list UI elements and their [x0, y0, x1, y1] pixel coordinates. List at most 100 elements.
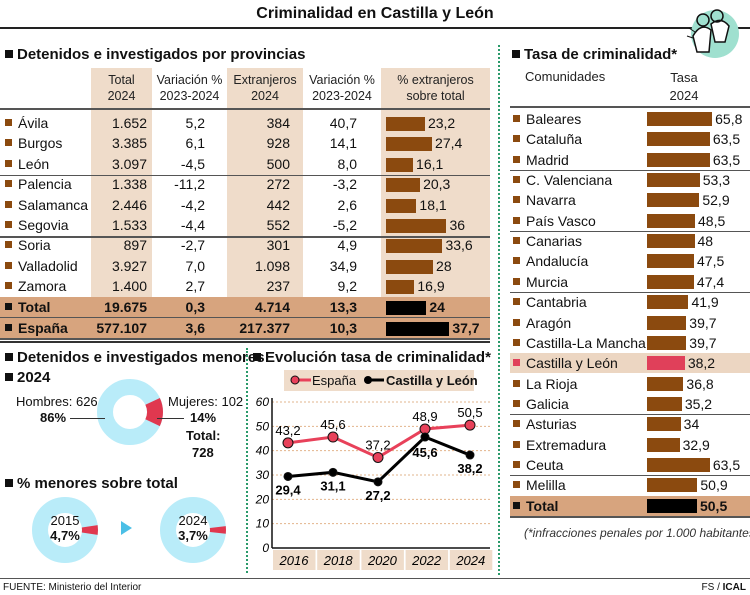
province-name: Zamora — [5, 278, 66, 294]
cell-var_total: 3,6 — [185, 320, 205, 336]
pct-label: 16,9 — [417, 278, 445, 295]
pct-bar — [386, 219, 447, 233]
y-tick-label: 40 — [256, 444, 270, 458]
share-pct: 4,7% — [50, 528, 80, 543]
footnote: (*infracciones penales por 1.000 habitan… — [524, 526, 750, 540]
community-name-text: Melilla — [526, 477, 566, 494]
share-donut — [160, 497, 226, 563]
community-name-text: Castilla y León — [526, 355, 618, 372]
cell-extr: 301 — [266, 237, 290, 254]
community-name: Castilla y León — [513, 355, 618, 371]
source: FUENTE: Ministerio del Interior — [3, 582, 142, 593]
x-tick-bg — [317, 550, 360, 570]
y-tick-label: 30 — [256, 468, 270, 482]
cell-total: 1.533 — [111, 217, 147, 233]
province-name: Ávila — [5, 115, 48, 131]
y-tick-label: 50 — [256, 419, 270, 433]
community-name-text: Murcia — [526, 273, 569, 290]
province-name: Palencia — [5, 176, 72, 192]
rate-label: 35,2 — [684, 395, 713, 412]
data-label: 31,1 — [320, 478, 345, 493]
community-name: C. Valenciana — [513, 172, 612, 188]
data-label: 50,5 — [457, 405, 482, 420]
x-tick-label: 2018 — [323, 553, 354, 568]
mujeres-pct: 14% — [190, 410, 217, 425]
group-line — [510, 474, 750, 477]
community-name-text: Asturias — [526, 416, 577, 433]
pct-bar — [386, 157, 414, 172]
rate-bar — [647, 478, 698, 493]
data-label: 45,6 — [320, 417, 345, 432]
bullet-square — [513, 176, 520, 184]
minors-gender-donut — [97, 379, 163, 445]
community-name: Ceuta — [513, 457, 563, 473]
bullet-square — [513, 298, 520, 306]
community-name: Melilla — [513, 477, 566, 493]
cell-total: 3.385 — [111, 135, 147, 152]
province-name-text: Segovia — [18, 217, 69, 233]
share-donut-segment — [160, 497, 226, 563]
chart-title: Evolución tasa de criminalidad* — [253, 349, 491, 366]
cell-total: 1.338 — [111, 176, 147, 193]
total-line — [0, 338, 490, 340]
bullet-square — [513, 338, 520, 346]
total-label: Total: — [186, 428, 221, 443]
mujeres-leader-line — [157, 418, 184, 419]
province-name: Total — [5, 299, 50, 315]
rate-bar — [647, 315, 687, 330]
section-divider — [498, 45, 500, 575]
communities-header-line — [510, 106, 750, 108]
community-name-text: Navarra — [526, 192, 576, 209]
cell-total: 1.652 — [111, 115, 147, 131]
group-line — [0, 174, 490, 177]
bullet-square — [5, 324, 12, 331]
pct-bar — [386, 280, 415, 295]
cell-extr: 500 — [266, 155, 290, 172]
pct-label: 27,4 — [435, 135, 463, 152]
pct-label: 33,6 — [445, 237, 473, 254]
rate-label: 32,9 — [682, 436, 710, 453]
column-header-line1: Variación % — [156, 73, 223, 87]
community-name-text: Canarias — [526, 233, 583, 250]
rate-label: 48 — [697, 233, 714, 250]
cell-var_extr: 4,9 — [337, 237, 357, 254]
cell-var_extr: 40,7 — [329, 115, 357, 131]
minors-chart-divider — [246, 348, 248, 573]
community-name-text: País Vasco — [526, 212, 596, 229]
rate-bar — [647, 498, 697, 513]
minors-year: 2024 — [5, 369, 50, 386]
community-name-text: Galicia — [526, 395, 569, 412]
rate-label: 50,5 — [699, 497, 728, 514]
cell-extr: 4.714 — [254, 299, 290, 315]
community-name: Cantabria — [513, 294, 587, 310]
data-point — [420, 432, 430, 442]
hombres-label: Hombres: 626 — [16, 394, 98, 409]
y-tick-label: 60 — [256, 395, 270, 409]
cell-extr: 552 — [266, 217, 290, 233]
province-name-text: Total — [18, 299, 51, 315]
community-name-text: Ceuta — [526, 456, 564, 473]
rate-label: 47,4 — [696, 273, 725, 290]
legend-cyl: Castilla y León — [386, 373, 478, 388]
bullet-square — [5, 200, 12, 208]
community-name: Extremadura — [513, 437, 606, 453]
column-header: Variación % 2023-2024 — [152, 72, 227, 104]
bullet-square — [513, 399, 520, 407]
community-name-text: Extremadura — [526, 436, 607, 453]
column-header-line1: Extranjeros — [233, 73, 297, 87]
column-header: Variación % 2023-2024 — [303, 72, 381, 104]
pct-label: 23,2 — [427, 115, 456, 131]
legend-espana-marker — [290, 375, 311, 385]
x-tick-label: 2020 — [367, 553, 398, 568]
total-line — [0, 317, 490, 319]
cell-extr: 237 — [266, 278, 290, 295]
y-tick-label: 0 — [262, 541, 269, 555]
data-point — [465, 450, 475, 460]
hombres-pct: 86% — [40, 410, 67, 425]
group-line — [510, 291, 750, 294]
cell-var_extr: 8,0 — [337, 155, 357, 172]
community-name: La Rioja — [513, 376, 577, 392]
column-header: Extranjeros 2024 — [227, 72, 303, 104]
community-name-text: Aragón — [526, 314, 572, 331]
share-heading: % menores sobre total — [5, 475, 178, 492]
